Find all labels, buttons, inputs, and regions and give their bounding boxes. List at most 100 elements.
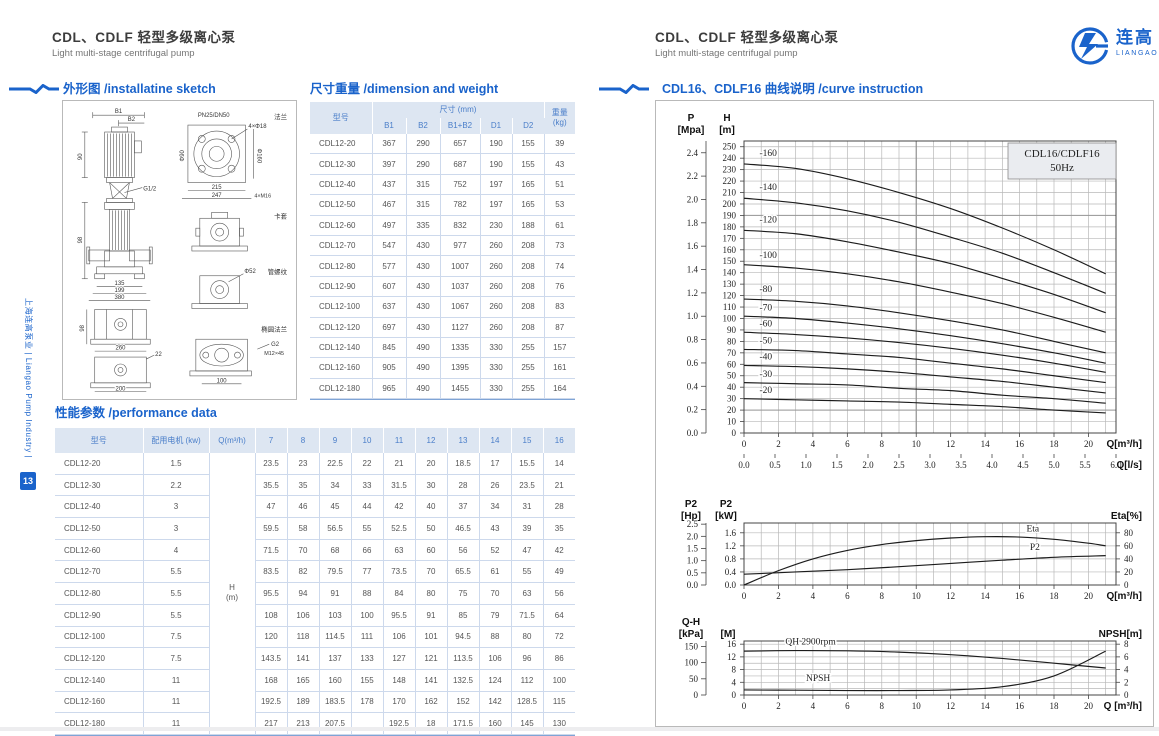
svg-text:50: 50 [727, 371, 737, 381]
sketch-label-g12: G1/2 [143, 187, 156, 193]
value-cell: 56.5 [319, 517, 352, 540]
svg-text:130: 130 [723, 279, 737, 289]
svg-text:6: 6 [845, 439, 850, 449]
page-number-badge: 13 [20, 472, 36, 490]
svg-text:0.8: 0.8 [725, 554, 737, 564]
value-cell: 752 [440, 174, 481, 196]
dim-col-d1: D1 [480, 118, 513, 134]
dim-header-row: 型号 尺寸 (mm) 重量 (kg) [310, 102, 575, 134]
perf-col-13: 13 [447, 428, 480, 453]
svg-text:100: 100 [685, 658, 699, 668]
table-row: CDL12-30 2.2 35.5 35 34 33 31.5 30 28 26 23.5 21 [55, 474, 575, 497]
value-cell: 192.5 [383, 712, 416, 735]
value-cell: 15.5 [511, 453, 544, 475]
value-cell: 190 [480, 153, 513, 175]
svg-text:QH 2900rpm: QH 2900rpm [785, 637, 836, 647]
value-cell: 124 [479, 669, 512, 692]
value-cell: 208 [512, 296, 545, 318]
dim-col-group: 尺寸 (mm) [372, 102, 545, 118]
model-cell: CDL12-100 [310, 296, 373, 318]
value-cell: 155 [351, 669, 384, 692]
sketch-label-m16: 4×M16 [254, 193, 271, 199]
value-cell: 66 [351, 539, 384, 562]
value-cell: 21 [543, 474, 575, 497]
value-cell: 330 [480, 337, 513, 359]
svg-text:240: 240 [723, 153, 737, 163]
value-cell: 490 [406, 378, 441, 400]
sketch-dim-260: 260 [116, 346, 127, 352]
model-cell: CDL12-70 [310, 235, 373, 257]
value-cell: 45 [319, 495, 352, 519]
svg-text:100: 100 [723, 313, 737, 323]
company-logo: 连高 LIANGAO [1068, 20, 1159, 72]
value-cell: 1067 [440, 296, 481, 318]
value-cell: 192.5 [255, 691, 288, 714]
value-cell: 18.5 [447, 453, 480, 475]
svg-text:150: 150 [685, 641, 699, 651]
page-bottom-edge [0, 727, 1159, 731]
value-cell: 190 [480, 134, 513, 155]
svg-text:2.5: 2.5 [893, 460, 905, 470]
model-cell: CDL12-80 [310, 255, 373, 277]
dim-col-b2: B2 [406, 118, 441, 134]
value-cell: 1037 [440, 276, 481, 298]
left-page-header: CDL、CDLF 轻型多级离心泵 Light multi-stage centr… [52, 26, 236, 59]
dim-col-d2: D2 [512, 118, 544, 134]
value-cell: 130 [543, 712, 575, 735]
table-row: CDL12-70 5.5 83.5 82 79.5 77 73.5 70 65.5 61 55 49 [55, 560, 575, 584]
svg-text:5.0: 5.0 [1048, 460, 1060, 470]
value-cell: 80 [415, 582, 448, 605]
value-cell: 43 [544, 153, 575, 175]
svg-text:P2: P2 [720, 499, 733, 510]
value-cell: 77 [351, 560, 384, 584]
sketch-dim-100: 100 [217, 378, 228, 384]
svg-text:1.5: 1.5 [831, 460, 843, 470]
value-cell: 42 [383, 495, 416, 519]
value-cell: 55 [351, 517, 384, 540]
value-cell: 168 [255, 669, 288, 692]
value-cell: 260 [480, 317, 513, 338]
svg-text:-70: -70 [760, 303, 773, 313]
sketch-dim-98: 98 [78, 236, 84, 243]
value-cell: 79 [479, 604, 512, 627]
svg-text:14: 14 [981, 591, 991, 601]
value-cell: 255 [512, 378, 545, 400]
motor-cell: 4 [143, 539, 210, 562]
section-title-curve: CDL16、CDLF16 曲线说明 /curve instruction [662, 82, 924, 96]
svg-text:Q[m³/h]: Q[m³/h] [1106, 439, 1142, 450]
svg-text:0: 0 [742, 701, 747, 711]
svg-text:20: 20 [1084, 591, 1094, 601]
svg-text:10: 10 [912, 591, 922, 601]
svg-text:110: 110 [723, 302, 737, 312]
table-row: CDL12-100 7.5 120 118 114.5 111 106 101 94.5 88 80… [55, 626, 575, 649]
value-cell: 23 [287, 453, 320, 475]
svg-text:30: 30 [727, 394, 737, 404]
value-cell: 106 [287, 604, 320, 627]
svg-text:2.0: 2.0 [862, 460, 874, 470]
value-cell: 637 [372, 296, 407, 318]
svg-text:12: 12 [946, 591, 955, 601]
table-row: CDL12-50 467 315 782 197 165 53 [310, 194, 575, 216]
value-cell: 490 [406, 337, 441, 359]
value-cell: 58 [287, 517, 320, 540]
model-cell: CDL12-80 [55, 582, 144, 605]
svg-text:16: 16 [1015, 439, 1025, 449]
svg-text:0: 0 [1124, 690, 1129, 700]
dim-col-b1b2: B1+B2 [440, 118, 481, 134]
dim-weight-line2: (kg) [552, 118, 567, 127]
svg-text:20: 20 [1084, 439, 1094, 449]
table-row: CDL12-120 7.5 143.5 141 137 133 127 121 113.5 106… [55, 647, 575, 670]
value-cell: 137 [319, 647, 352, 670]
value-cell: 96 [511, 647, 544, 670]
value-cell: 70 [415, 560, 448, 584]
value-cell: 430 [406, 276, 441, 298]
value-cell: 63 [511, 582, 544, 605]
svg-text:60: 60 [1124, 541, 1134, 551]
value-cell: 59.5 [255, 517, 288, 540]
value-cell: 73 [544, 235, 575, 257]
svg-text:-80: -80 [760, 285, 773, 295]
value-cell: 49 [543, 560, 575, 584]
svg-text:16: 16 [1015, 701, 1025, 711]
value-cell: 1395 [440, 357, 481, 379]
value-cell: 61 [544, 215, 575, 236]
